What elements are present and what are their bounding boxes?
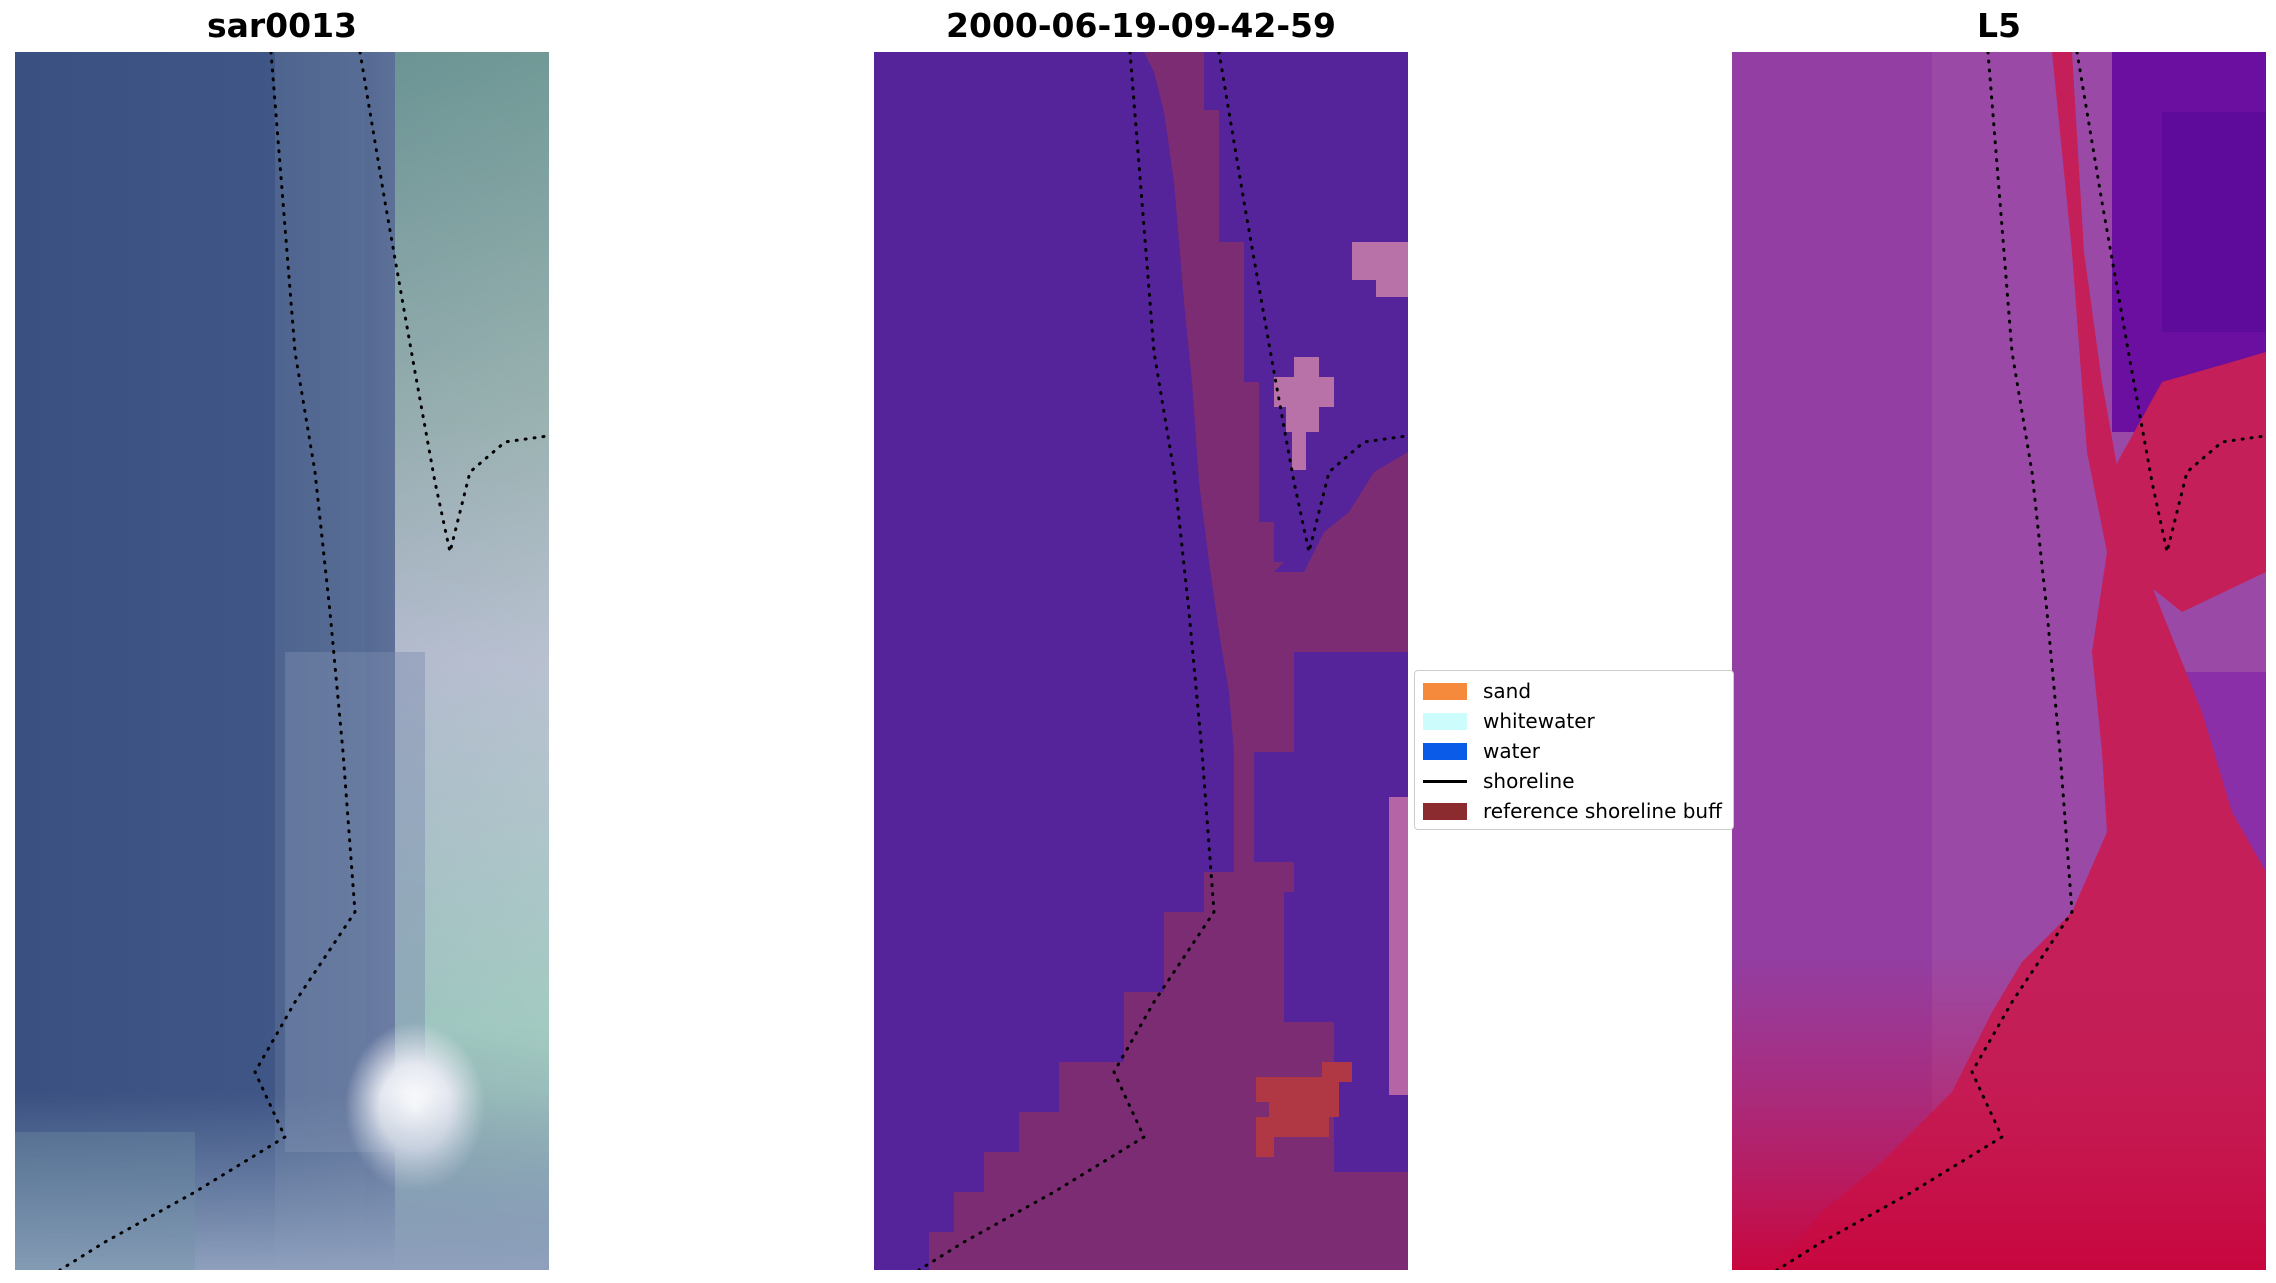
reference-buffer-swatch (1423, 802, 1467, 820)
shoreline (917, 52, 1216, 1270)
water-swatch (1423, 742, 1467, 760)
legend-item-sand: sand (1423, 677, 1531, 705)
legend-item-shoreline: shoreline (1423, 767, 1575, 795)
shoreline-swatch (1423, 779, 1467, 783)
legend-item-reference-shoreline-buffer: reference shoreline buff (1423, 797, 1722, 825)
whitewater-swatch (1423, 712, 1467, 730)
legend-item-whitewater: whitewater (1423, 707, 1595, 735)
legend-label: shoreline (1483, 769, 1575, 793)
satellite-image (15, 52, 549, 1270)
classified-image-panel (874, 52, 1408, 1270)
sand-swatch (1423, 682, 1467, 700)
left-panel-title: sar0013 (206, 6, 358, 45)
middle-panel-title: 2000-06-19-09-42-59 (946, 6, 1336, 45)
right-panel-title: L5 (1977, 6, 2021, 45)
l5-index-image (1732, 52, 2266, 1270)
l5-index-panel (1732, 52, 2266, 1270)
shoreline (1775, 52, 2074, 1270)
legend-label: reference shoreline buff (1483, 799, 1722, 823)
satellite-image-panel (15, 52, 549, 1270)
legend: sand whitewater water shoreline referenc… (1414, 670, 1734, 830)
legend-item-water: water (1423, 737, 1540, 765)
shoreline (58, 52, 357, 1270)
legend-label: water (1483, 739, 1540, 763)
legend-label: whitewater (1483, 709, 1595, 733)
legend-label: sand (1483, 679, 1532, 703)
classified-image (874, 52, 1408, 1270)
